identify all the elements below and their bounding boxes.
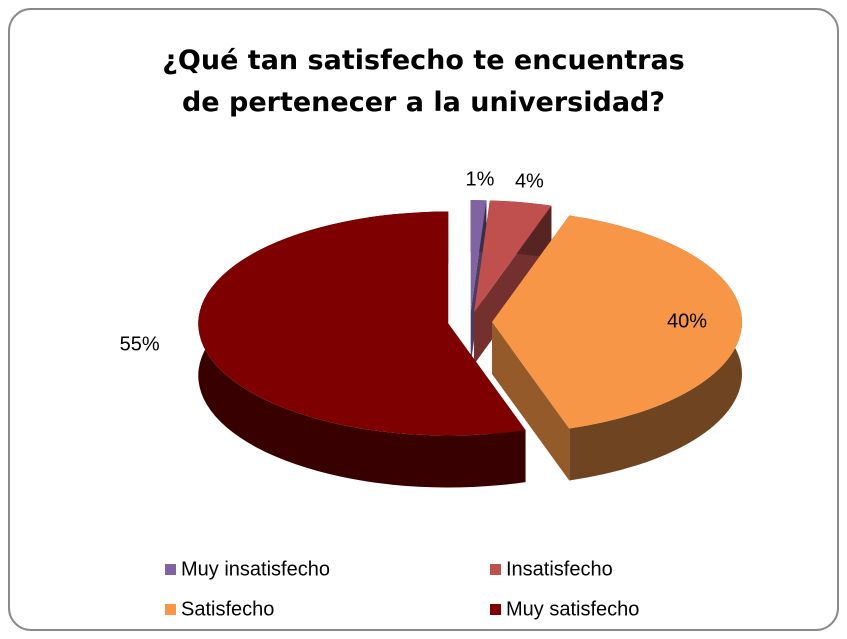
slice [198, 211, 526, 436]
data-label: 40% [667, 310, 707, 332]
legend-swatch [490, 604, 501, 615]
legend-swatch [165, 604, 176, 615]
legend-label: Muy satisfecho [506, 598, 639, 620]
legend-swatch [165, 564, 176, 575]
data-label: 55% [120, 334, 160, 356]
chart-title: ¿Qué tan satisfecho te encuentras de per… [162, 45, 685, 118]
data-label: 1% [466, 168, 495, 190]
slice [492, 215, 743, 429]
legend-swatch [490, 564, 501, 575]
data-label: 4% [515, 171, 544, 193]
slice [474, 200, 552, 313]
legend-label: Insatisfecho [506, 558, 613, 580]
slice-side [492, 322, 570, 481]
legend-label: Muy insatisfecho [181, 558, 330, 580]
slice [470, 200, 487, 313]
legend-label: Satisfecho [181, 598, 274, 620]
